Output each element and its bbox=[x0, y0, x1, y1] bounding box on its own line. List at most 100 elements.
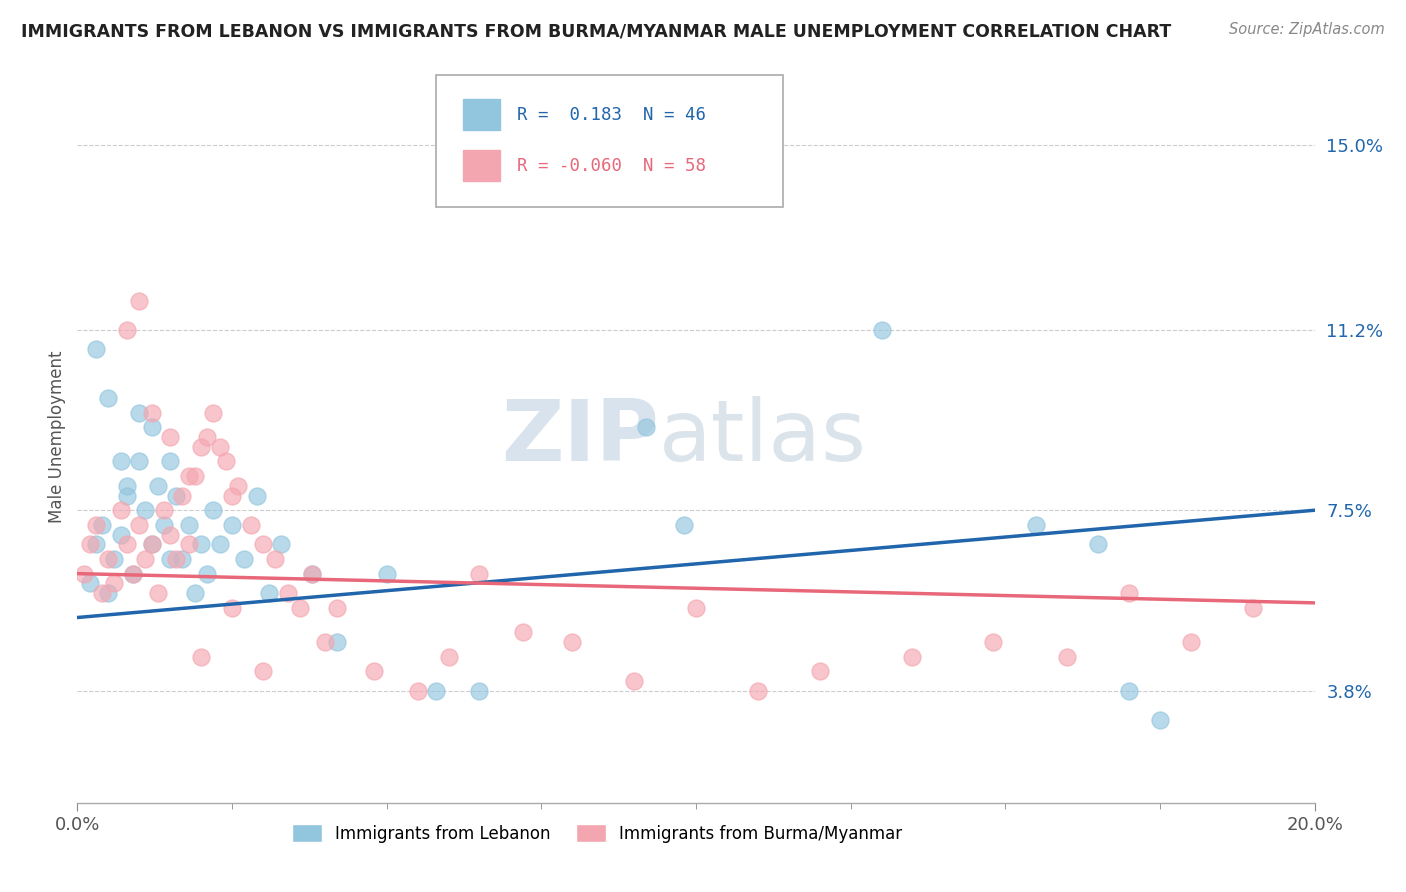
Point bbox=[122, 566, 145, 581]
Legend: Immigrants from Lebanon, Immigrants from Burma/Myanmar: Immigrants from Lebanon, Immigrants from… bbox=[285, 818, 908, 849]
Point bbox=[153, 503, 176, 517]
Point bbox=[221, 600, 243, 615]
Point bbox=[870, 323, 893, 337]
Point bbox=[84, 537, 107, 551]
Point bbox=[79, 576, 101, 591]
Point bbox=[561, 635, 583, 649]
Point bbox=[512, 625, 534, 640]
Point bbox=[134, 552, 156, 566]
Point bbox=[115, 537, 138, 551]
Point bbox=[177, 537, 200, 551]
Point bbox=[257, 586, 280, 600]
Point bbox=[146, 479, 169, 493]
Point bbox=[153, 517, 176, 532]
Point bbox=[115, 323, 138, 337]
Point bbox=[1241, 600, 1264, 615]
Point bbox=[128, 293, 150, 308]
Point bbox=[326, 600, 349, 615]
Point bbox=[375, 566, 398, 581]
Bar bbox=[464, 99, 501, 130]
Point bbox=[172, 489, 194, 503]
Point bbox=[165, 489, 187, 503]
Point bbox=[190, 537, 212, 551]
Point bbox=[190, 440, 212, 454]
Text: Source: ZipAtlas.com: Source: ZipAtlas.com bbox=[1229, 22, 1385, 37]
Point bbox=[110, 454, 132, 468]
Point bbox=[159, 454, 181, 468]
Point bbox=[184, 586, 207, 600]
Point bbox=[636, 420, 658, 434]
Point bbox=[208, 440, 231, 454]
Bar bbox=[464, 151, 501, 181]
Point bbox=[437, 649, 460, 664]
Point bbox=[103, 552, 125, 566]
Point bbox=[221, 517, 243, 532]
Point bbox=[141, 537, 163, 551]
Point bbox=[468, 566, 491, 581]
Point bbox=[97, 586, 120, 600]
Point bbox=[981, 635, 1004, 649]
Point bbox=[270, 537, 292, 551]
Point bbox=[277, 586, 299, 600]
Point bbox=[91, 517, 114, 532]
Point bbox=[115, 489, 138, 503]
Point bbox=[110, 527, 132, 541]
Point bbox=[72, 566, 94, 581]
Point bbox=[288, 600, 311, 615]
Point bbox=[406, 683, 429, 698]
Point bbox=[623, 673, 645, 688]
FancyBboxPatch shape bbox=[436, 75, 783, 207]
Point bbox=[184, 469, 207, 483]
Point bbox=[128, 517, 150, 532]
Point bbox=[901, 649, 924, 664]
Point bbox=[128, 406, 150, 420]
Point bbox=[122, 566, 145, 581]
Point bbox=[159, 552, 181, 566]
Point bbox=[202, 503, 225, 517]
Point bbox=[226, 479, 249, 493]
Point bbox=[97, 391, 120, 405]
Point bbox=[246, 489, 269, 503]
Text: IMMIGRANTS FROM LEBANON VS IMMIGRANTS FROM BURMA/MYANMAR MALE UNEMPLOYMENT CORRE: IMMIGRANTS FROM LEBANON VS IMMIGRANTS FR… bbox=[21, 22, 1171, 40]
Point bbox=[190, 649, 212, 664]
Point bbox=[177, 517, 200, 532]
Point bbox=[159, 430, 181, 444]
Point bbox=[685, 600, 707, 615]
Point bbox=[97, 552, 120, 566]
Point bbox=[1118, 586, 1140, 600]
Point bbox=[468, 683, 491, 698]
Point bbox=[1056, 649, 1078, 664]
Text: atlas: atlas bbox=[659, 395, 868, 479]
Point bbox=[110, 503, 132, 517]
Point bbox=[1118, 683, 1140, 698]
Point bbox=[314, 635, 336, 649]
Point bbox=[195, 430, 218, 444]
Y-axis label: Male Unemployment: Male Unemployment bbox=[48, 351, 66, 524]
Text: R =  0.183  N = 46: R = 0.183 N = 46 bbox=[516, 105, 706, 123]
Point bbox=[141, 420, 163, 434]
Point bbox=[159, 527, 181, 541]
Point bbox=[747, 683, 769, 698]
Point bbox=[134, 503, 156, 517]
Point bbox=[79, 537, 101, 551]
Point bbox=[1180, 635, 1202, 649]
Point bbox=[172, 552, 194, 566]
Point bbox=[103, 576, 125, 591]
Point bbox=[1087, 537, 1109, 551]
Point bbox=[177, 469, 200, 483]
Point bbox=[165, 552, 187, 566]
Point bbox=[301, 566, 323, 581]
Point bbox=[1149, 713, 1171, 727]
Point bbox=[84, 343, 107, 357]
Text: ZIP: ZIP bbox=[501, 395, 659, 479]
Point bbox=[1025, 517, 1047, 532]
Text: R = -0.060  N = 58: R = -0.060 N = 58 bbox=[516, 157, 706, 175]
Point bbox=[115, 479, 138, 493]
Point bbox=[363, 664, 385, 678]
Point bbox=[672, 517, 695, 532]
Point bbox=[264, 552, 287, 566]
Point bbox=[146, 586, 169, 600]
Point bbox=[128, 454, 150, 468]
Point bbox=[252, 664, 274, 678]
Point bbox=[215, 454, 238, 468]
